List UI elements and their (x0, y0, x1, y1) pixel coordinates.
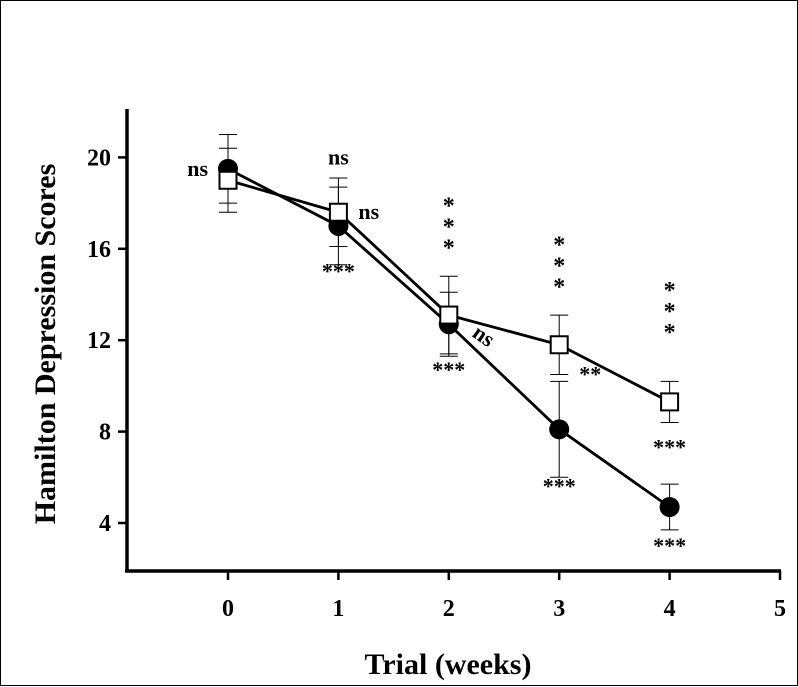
y-tick-label: 4 (99, 511, 111, 537)
annotation-char: * (443, 194, 455, 220)
annotation-char: * (664, 278, 676, 304)
y-axis-title: Hamilton Depression Scores (29, 164, 62, 525)
data-point (439, 305, 459, 325)
annotation: ns (358, 199, 379, 224)
annotation: *** (664, 278, 676, 346)
x-tick-label: 2 (443, 596, 455, 622)
x-tick-label: 5 (774, 596, 786, 622)
data-point (659, 497, 680, 518)
data-point (660, 392, 680, 412)
annotation: ** (579, 361, 601, 386)
annotation-char: * (664, 299, 676, 325)
x-axis-title: Trial (weeks) (365, 648, 532, 681)
y-tick-label: 8 (99, 420, 111, 446)
annotation-char: * (553, 275, 565, 301)
data-point (549, 419, 570, 440)
annotation: *** (653, 533, 686, 558)
x-tick-label: 1 (332, 596, 344, 622)
annotation-char: * (553, 254, 565, 280)
data-point (328, 202, 348, 222)
y-tick-label: 20 (87, 145, 111, 171)
annotation: *** (543, 473, 576, 498)
data-point (218, 170, 238, 190)
x-tick-label: 3 (553, 596, 565, 622)
x-tick-label: 0 (222, 596, 234, 622)
annotation: ns (328, 144, 349, 169)
y-tick-label: 12 (87, 328, 111, 354)
annotation: ns (187, 156, 208, 181)
x-tick-label: 4 (664, 596, 676, 622)
annotation: *** (553, 233, 565, 301)
series-1 (218, 147, 680, 423)
data-point (549, 335, 569, 355)
y-tick-label: 16 (87, 237, 111, 263)
annotation: *** (443, 194, 455, 262)
annotation: *** (653, 435, 686, 460)
annotation: *** (322, 259, 355, 284)
annotation-char: * (553, 233, 565, 259)
annotation-char: * (664, 320, 676, 346)
annotation-char: * (443, 236, 455, 262)
annotation: *** (432, 357, 465, 382)
annotation-char: * (443, 215, 455, 241)
